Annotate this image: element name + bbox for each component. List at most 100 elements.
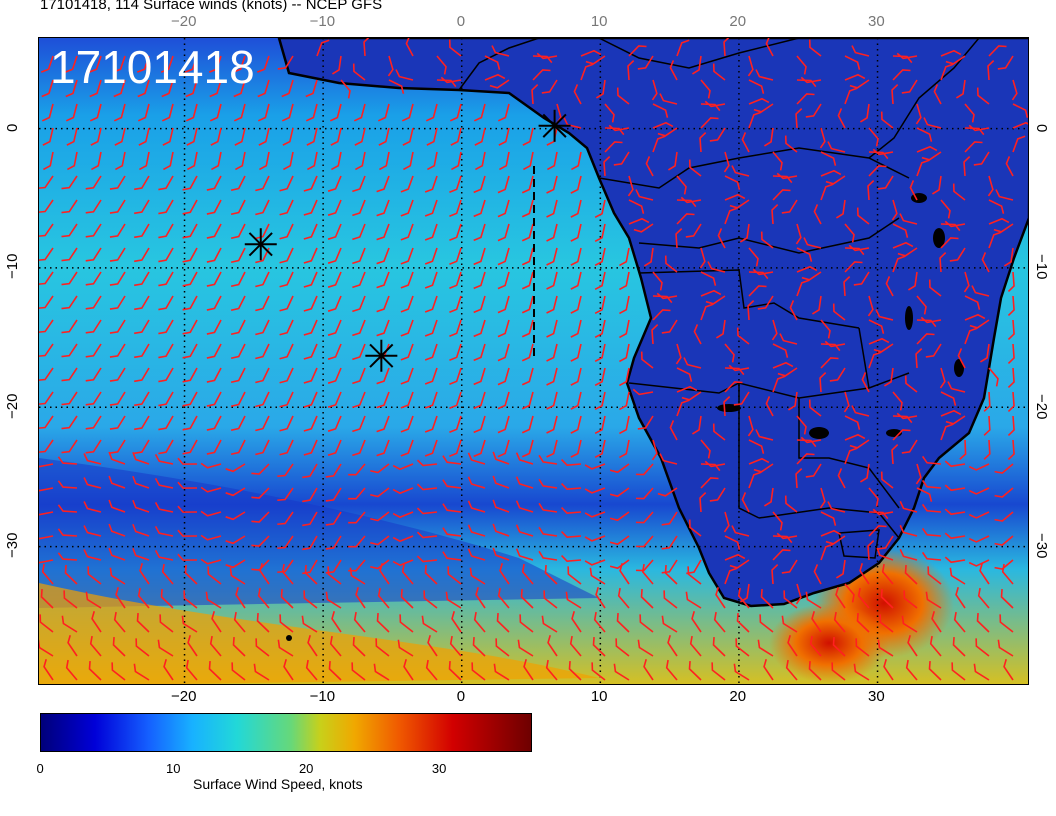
wind-barb: [975, 638, 990, 657]
wind-barb: [158, 319, 174, 335]
wind-barb: [868, 319, 885, 334]
wind-barb: [134, 439, 150, 455]
wind-barb: [41, 103, 54, 122]
wind-barb: [376, 613, 390, 633]
wind-barb: [327, 295, 342, 312]
wind-barb: [879, 614, 894, 633]
wind-barb: [158, 271, 174, 287]
wind-barb: [619, 415, 630, 435]
wind-barb: [376, 199, 390, 217]
tick-label: −10: [4, 253, 21, 280]
wind-barb: [916, 319, 937, 328]
wind-barb: [449, 391, 462, 409]
wind-barb: [209, 79, 222, 98]
wind-barb: [688, 159, 702, 177]
wind-barb: [916, 333, 935, 345]
wind-barb: [633, 223, 654, 233]
wind-barb: [560, 483, 582, 490]
wind-barb: [628, 45, 647, 57]
wind-barb: [277, 639, 294, 657]
wind-barb: [664, 565, 678, 585]
wind-barb: [594, 271, 606, 291]
wind-barb: [619, 247, 630, 267]
wind-barb: [544, 565, 558, 585]
wind-barb: [747, 55, 754, 77]
wind-barb: [927, 566, 942, 585]
wind-barb: [833, 611, 846, 633]
wind-barb: [57, 528, 78, 537]
wind-barb: [700, 103, 721, 112]
wind-barb: [979, 343, 990, 363]
wind-barb: [844, 583, 855, 603]
wind-barb: [796, 453, 815, 465]
wind-barb: [277, 487, 294, 502]
wind-barb: [450, 127, 462, 146]
wind-barb: [964, 103, 975, 123]
wind-barb: [973, 151, 990, 166]
wind-barb: [279, 295, 294, 312]
wind-barb: [177, 505, 198, 513]
wind-barb: [933, 84, 942, 105]
wind-barb: [498, 127, 510, 146]
wind-barb: [832, 303, 846, 321]
wind-barb: [940, 199, 951, 219]
wind-barb: [279, 439, 294, 456]
wind-barb: [277, 559, 294, 574]
wind-barb: [400, 343, 414, 361]
wind-barb: [134, 391, 150, 407]
wind-barb: [426, 127, 438, 146]
wind-barb: [61, 175, 78, 190]
wind-barb: [868, 337, 890, 345]
wind-barb: [352, 271, 366, 289]
wind-barb: [753, 103, 774, 113]
wind-barb: [352, 175, 366, 193]
wind-barb: [1000, 589, 1014, 609]
wind-barb: [635, 535, 654, 548]
wind-barb: [755, 429, 774, 441]
wind-barb: [158, 367, 174, 383]
wind-barb: [999, 614, 1014, 633]
wind-barb: [604, 141, 623, 153]
wind-barb: [748, 439, 765, 454]
wind-barb: [109, 391, 126, 406]
wind-barb: [163, 659, 174, 681]
wind-barb: [570, 223, 582, 242]
wind-barb: [225, 487, 246, 497]
wind-barb: [685, 223, 702, 238]
wind-barb: [473, 439, 486, 458]
tick-label: 30: [868, 688, 885, 705]
wind-barb: [177, 481, 198, 489]
wind-barb: [61, 319, 78, 334]
wind-barb: [615, 638, 630, 657]
wind-barb: [182, 319, 198, 335]
wind-barb: [546, 415, 558, 434]
wind-barb: [609, 511, 630, 522]
wind-barb: [497, 223, 510, 242]
wind-barb: [230, 367, 246, 384]
wind-barb: [109, 199, 126, 214]
wind-barb: [376, 247, 390, 265]
wind-barb: [405, 38, 414, 57]
wind-barb: [225, 559, 246, 569]
wind-barb: [570, 391, 582, 410]
wind-barb: [492, 499, 510, 513]
wind-barb: [424, 295, 438, 313]
wind-barb: [283, 151, 294, 171]
wind-barb: [200, 558, 222, 565]
wind-barb: [1005, 156, 1014, 177]
wind-barb: [492, 451, 510, 465]
wind-barb: [200, 510, 222, 517]
wind-barb: [57, 552, 78, 561]
wind-barb: [820, 183, 834, 201]
wind-barb: [796, 93, 815, 105]
wind-barb: [329, 635, 342, 657]
wind-barb: [424, 247, 438, 265]
wind-barb: [892, 69, 911, 81]
wind-barb: [392, 559, 414, 567]
wind-barb: [61, 439, 78, 454]
wind-barb: [401, 103, 414, 122]
wind-barb: [543, 590, 558, 609]
wind-barb: [747, 300, 755, 321]
wind-barb: [376, 415, 390, 433]
wind-barb: [209, 635, 222, 657]
